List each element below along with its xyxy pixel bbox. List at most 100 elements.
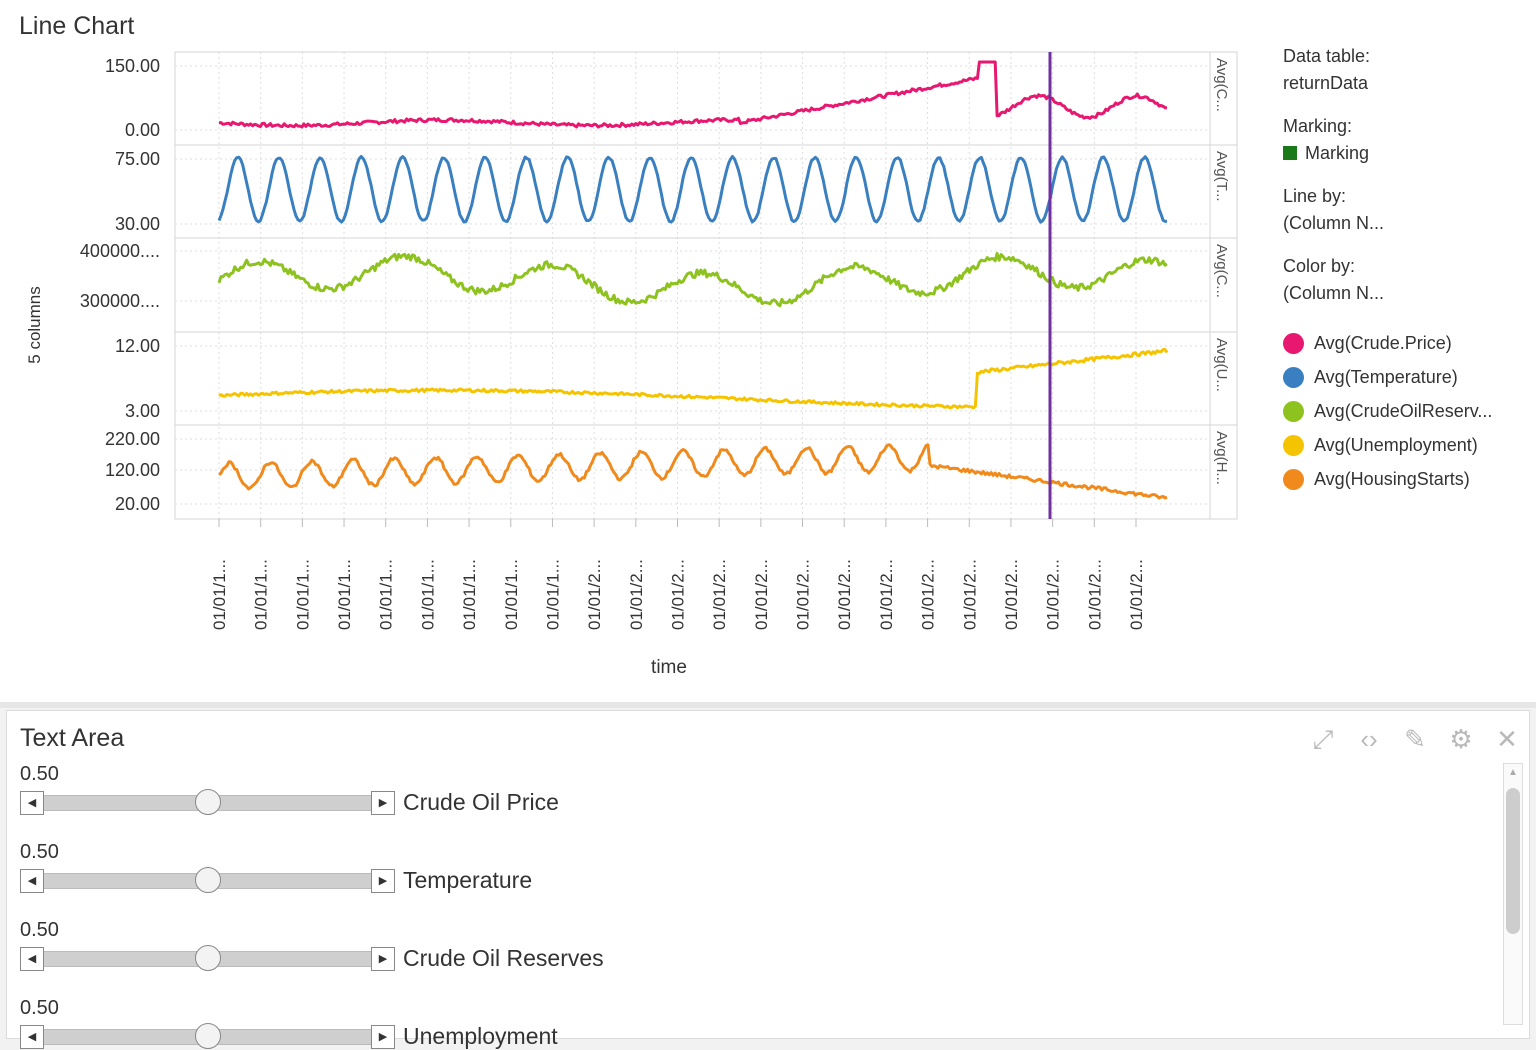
slider-left-button[interactable]: ◀ [20, 790, 44, 815]
y-tick-label: 300000.... [80, 291, 160, 311]
legend-marking-value[interactable]: Marking [1283, 143, 1533, 164]
x-tick-label: 01/01/1... [210, 559, 229, 630]
slider-track[interactable] [44, 944, 371, 971]
legend-color-by-value[interactable]: (Column N... [1283, 283, 1385, 303]
trellis-header [1209, 424, 1238, 520]
slider-left-button[interactable]: ◀ [20, 868, 44, 893]
scroll-up-icon[interactable]: ▲ [1508, 767, 1518, 778]
scrollbar-thumb[interactable] [1506, 788, 1520, 934]
slider-track[interactable] [44, 866, 371, 893]
slider-unemployment: 0.50 ◀ ▶ Unemployment [20, 997, 558, 1050]
series-line [217, 155, 1168, 224]
y-tick-label: 0.00 [125, 120, 160, 140]
legend-dot [1283, 468, 1304, 490]
y-tick-label: 75.00 [115, 149, 160, 169]
trellis-label: Avg(C... [1213, 58, 1230, 112]
x-tick-label: 01/01/2... [794, 559, 813, 630]
x-tick-label: 01/01/1... [293, 559, 312, 630]
legend-item-housing-starts[interactable]: Avg(HousingStarts) [1283, 462, 1533, 496]
legend-item-crude-oil-reserves[interactable]: Avg(CrudeOilReserv... [1283, 394, 1533, 428]
slider-crude-oil-price: 0.50 ◀ ▶ Crude Oil Price [20, 763, 559, 816]
slider-label: Temperature [403, 867, 533, 893]
x-tick-label: 01/01/2... [1127, 559, 1146, 630]
series-line [218, 60, 1168, 129]
legend-data-table-value[interactable]: returnData [1283, 73, 1369, 93]
y-tick-label: 220.00 [105, 429, 160, 449]
legend-dot [1283, 332, 1304, 354]
y-tick-label: 150.00 [105, 56, 160, 76]
x-tick-label: 01/01/1... [252, 559, 271, 630]
y-tick-label: 12.00 [115, 336, 160, 356]
x-tick-label: 01/01/2... [710, 559, 729, 630]
legend-item-temperature[interactable]: Avg(Temperature) [1283, 360, 1533, 394]
slider-crude-oil-reserves: 0.50 ◀ ▶ Crude Oil Reserves [20, 919, 604, 972]
slider-value: 0.50 [20, 997, 59, 1019]
legend-item-label: Avg(Temperature) [1314, 366, 1458, 387]
legend-data-table-label: Data table: [1283, 46, 1371, 66]
slider-thumb[interactable] [194, 1022, 221, 1049]
trellis-header [1209, 51, 1238, 146]
slider-thumb[interactable] [194, 944, 221, 971]
slider-left-button[interactable]: ◀ [20, 1024, 44, 1049]
trellis-header [1209, 237, 1238, 333]
slider-left-button[interactable]: ◀ [20, 946, 44, 971]
slider-right-button[interactable]: ▶ [371, 1024, 395, 1049]
x-tick-label: 01/01/1... [418, 559, 437, 630]
code-icon[interactable]: ‹› [1360, 724, 1378, 754]
line-chart-panel: Line Chart Avg(C... 150.00 0.00 Avg(T... 75.… [0, 0, 1536, 702]
legend-dot [1283, 434, 1304, 456]
x-tick-label: 01/01/1... [543, 559, 562, 630]
expand-icon[interactable]: ⤢ [1312, 724, 1334, 754]
legend-line-by-label: Line by: [1283, 186, 1347, 206]
x-tick-label: 01/01/2... [627, 559, 646, 630]
x-axis-label: time [651, 657, 687, 678]
legend-item-label: Avg(CrudeOilReserv... [1314, 400, 1493, 421]
x-tick-label: 01/01/1... [377, 559, 396, 630]
close-icon[interactable]: ✕ [1496, 724, 1518, 754]
slider-track[interactable] [44, 1022, 371, 1049]
legend-series-list: Avg(Crude.Price) Avg(Temperature) Avg(Cr… [1283, 326, 1533, 496]
trellis-label: Avg(U... [1213, 338, 1230, 392]
legend-marking-label: Marking: [1283, 116, 1353, 136]
series-line [218, 443, 1168, 500]
text-area-title: Text Area [20, 724, 125, 752]
legend-marking-text: Marking [1305, 143, 1370, 163]
slider-label: Crude Oil Reserves [403, 945, 604, 971]
y-tick-label: 20.00 [115, 494, 160, 514]
slider-thumb[interactable] [194, 866, 221, 893]
slider-thumb[interactable] [194, 788, 221, 815]
legend-item-label: Avg(HousingStarts) [1314, 468, 1470, 489]
legend-item-unemployment[interactable]: Avg(Unemployment) [1283, 428, 1533, 462]
x-tick-label: 01/01/1... [335, 559, 354, 630]
trellis-label: Avg(T... [1213, 151, 1230, 202]
slider-label: Crude Oil Price [403, 789, 559, 815]
x-tick-label: 01/01/2... [1085, 559, 1104, 630]
legend: Data table: returnData Marking: Marking … [1283, 46, 1533, 496]
slider-right-button[interactable]: ▶ [371, 790, 395, 815]
legend-dot [1283, 400, 1304, 422]
edit-icon[interactable]: ✎ [1404, 724, 1426, 754]
trellis-label: Avg(C... [1213, 244, 1230, 298]
slider-right-button[interactable]: ▶ [371, 868, 395, 893]
slider-value: 0.50 [20, 919, 59, 941]
marking-swatch [1283, 146, 1297, 160]
slider-temperature: 0.50 ◀ ▶ Temperature [20, 841, 532, 894]
settings-icon[interactable]: ⚙ [1449, 724, 1473, 754]
x-tick-label: 01/01/2... [1002, 559, 1021, 630]
y-tick-label: 3.00 [125, 401, 160, 421]
x-tick-label: 01/01/1... [460, 559, 479, 630]
slider-track[interactable] [44, 788, 371, 815]
slider-right-button[interactable]: ▶ [371, 946, 395, 971]
legend-item-crude-price[interactable]: Avg(Crude.Price) [1283, 326, 1533, 360]
text-area-panel: Text Area ⤢ ‹› ✎ ⚙ ✕ 0.50 ◀ ▶ Crude Oil … [6, 710, 1530, 1049]
series-line [217, 252, 1168, 308]
legend-dot [1283, 366, 1304, 388]
line-chart-title: Line Chart [19, 12, 135, 40]
panel-divider[interactable] [0, 702, 1536, 708]
line-chart[interactable]: Avg(C... 150.00 0.00 Avg(T... 75.00 30.00 Avg(… [0, 0, 1270, 700]
legend-color-by-label: Color by: [1283, 256, 1356, 276]
vertical-scrollbar[interactable]: ▲ [1503, 763, 1523, 1025]
legend-line-by-value[interactable]: (Column N... [1283, 213, 1385, 233]
trellis-header [1209, 331, 1238, 426]
x-tick-label: 01/01/2... [960, 559, 979, 630]
